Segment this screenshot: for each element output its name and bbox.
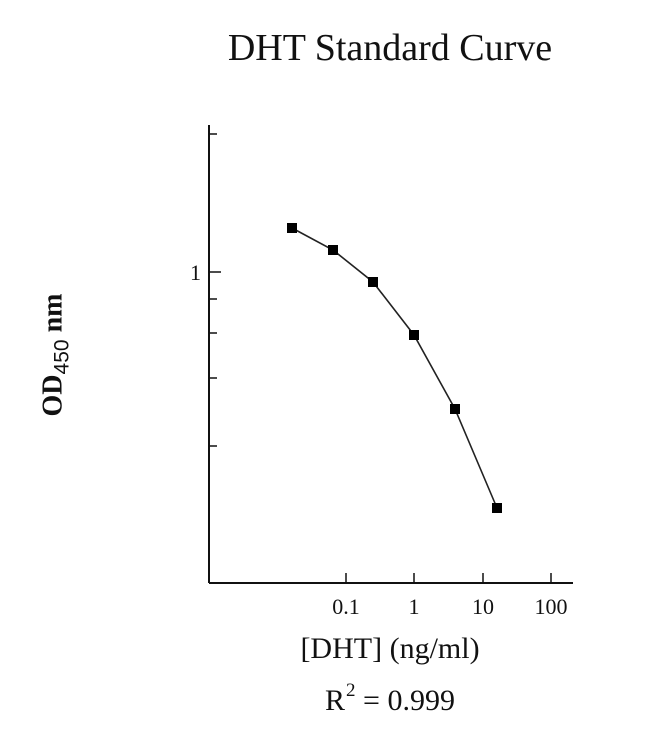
x-tick-label: 100 <box>535 594 568 619</box>
data-point-marker <box>328 245 338 255</box>
data-point-marker <box>492 503 502 513</box>
data-point-marker <box>287 223 297 233</box>
data-point-marker <box>368 277 378 287</box>
x-tick-label: 0.1 <box>332 594 360 619</box>
y-tick-label: 1 <box>190 260 201 285</box>
x-tick-label: 10 <box>472 594 494 619</box>
standard-curve-line <box>291 227 498 509</box>
r2-value: = 0.999 <box>355 684 455 717</box>
r-squared-annotation: R2 = 0.999 <box>0 680 650 718</box>
chart-title: DHT Standard Curve <box>227 27 553 69</box>
data-point-marker <box>450 404 460 414</box>
r2-prefix: R <box>325 684 346 717</box>
r2-superscript: 2 <box>346 680 356 701</box>
x-tick-label: 1 <box>409 594 420 619</box>
data-point-marker <box>409 330 419 340</box>
x-axis-label: [DHT] (ng/ml) <box>300 632 480 665</box>
